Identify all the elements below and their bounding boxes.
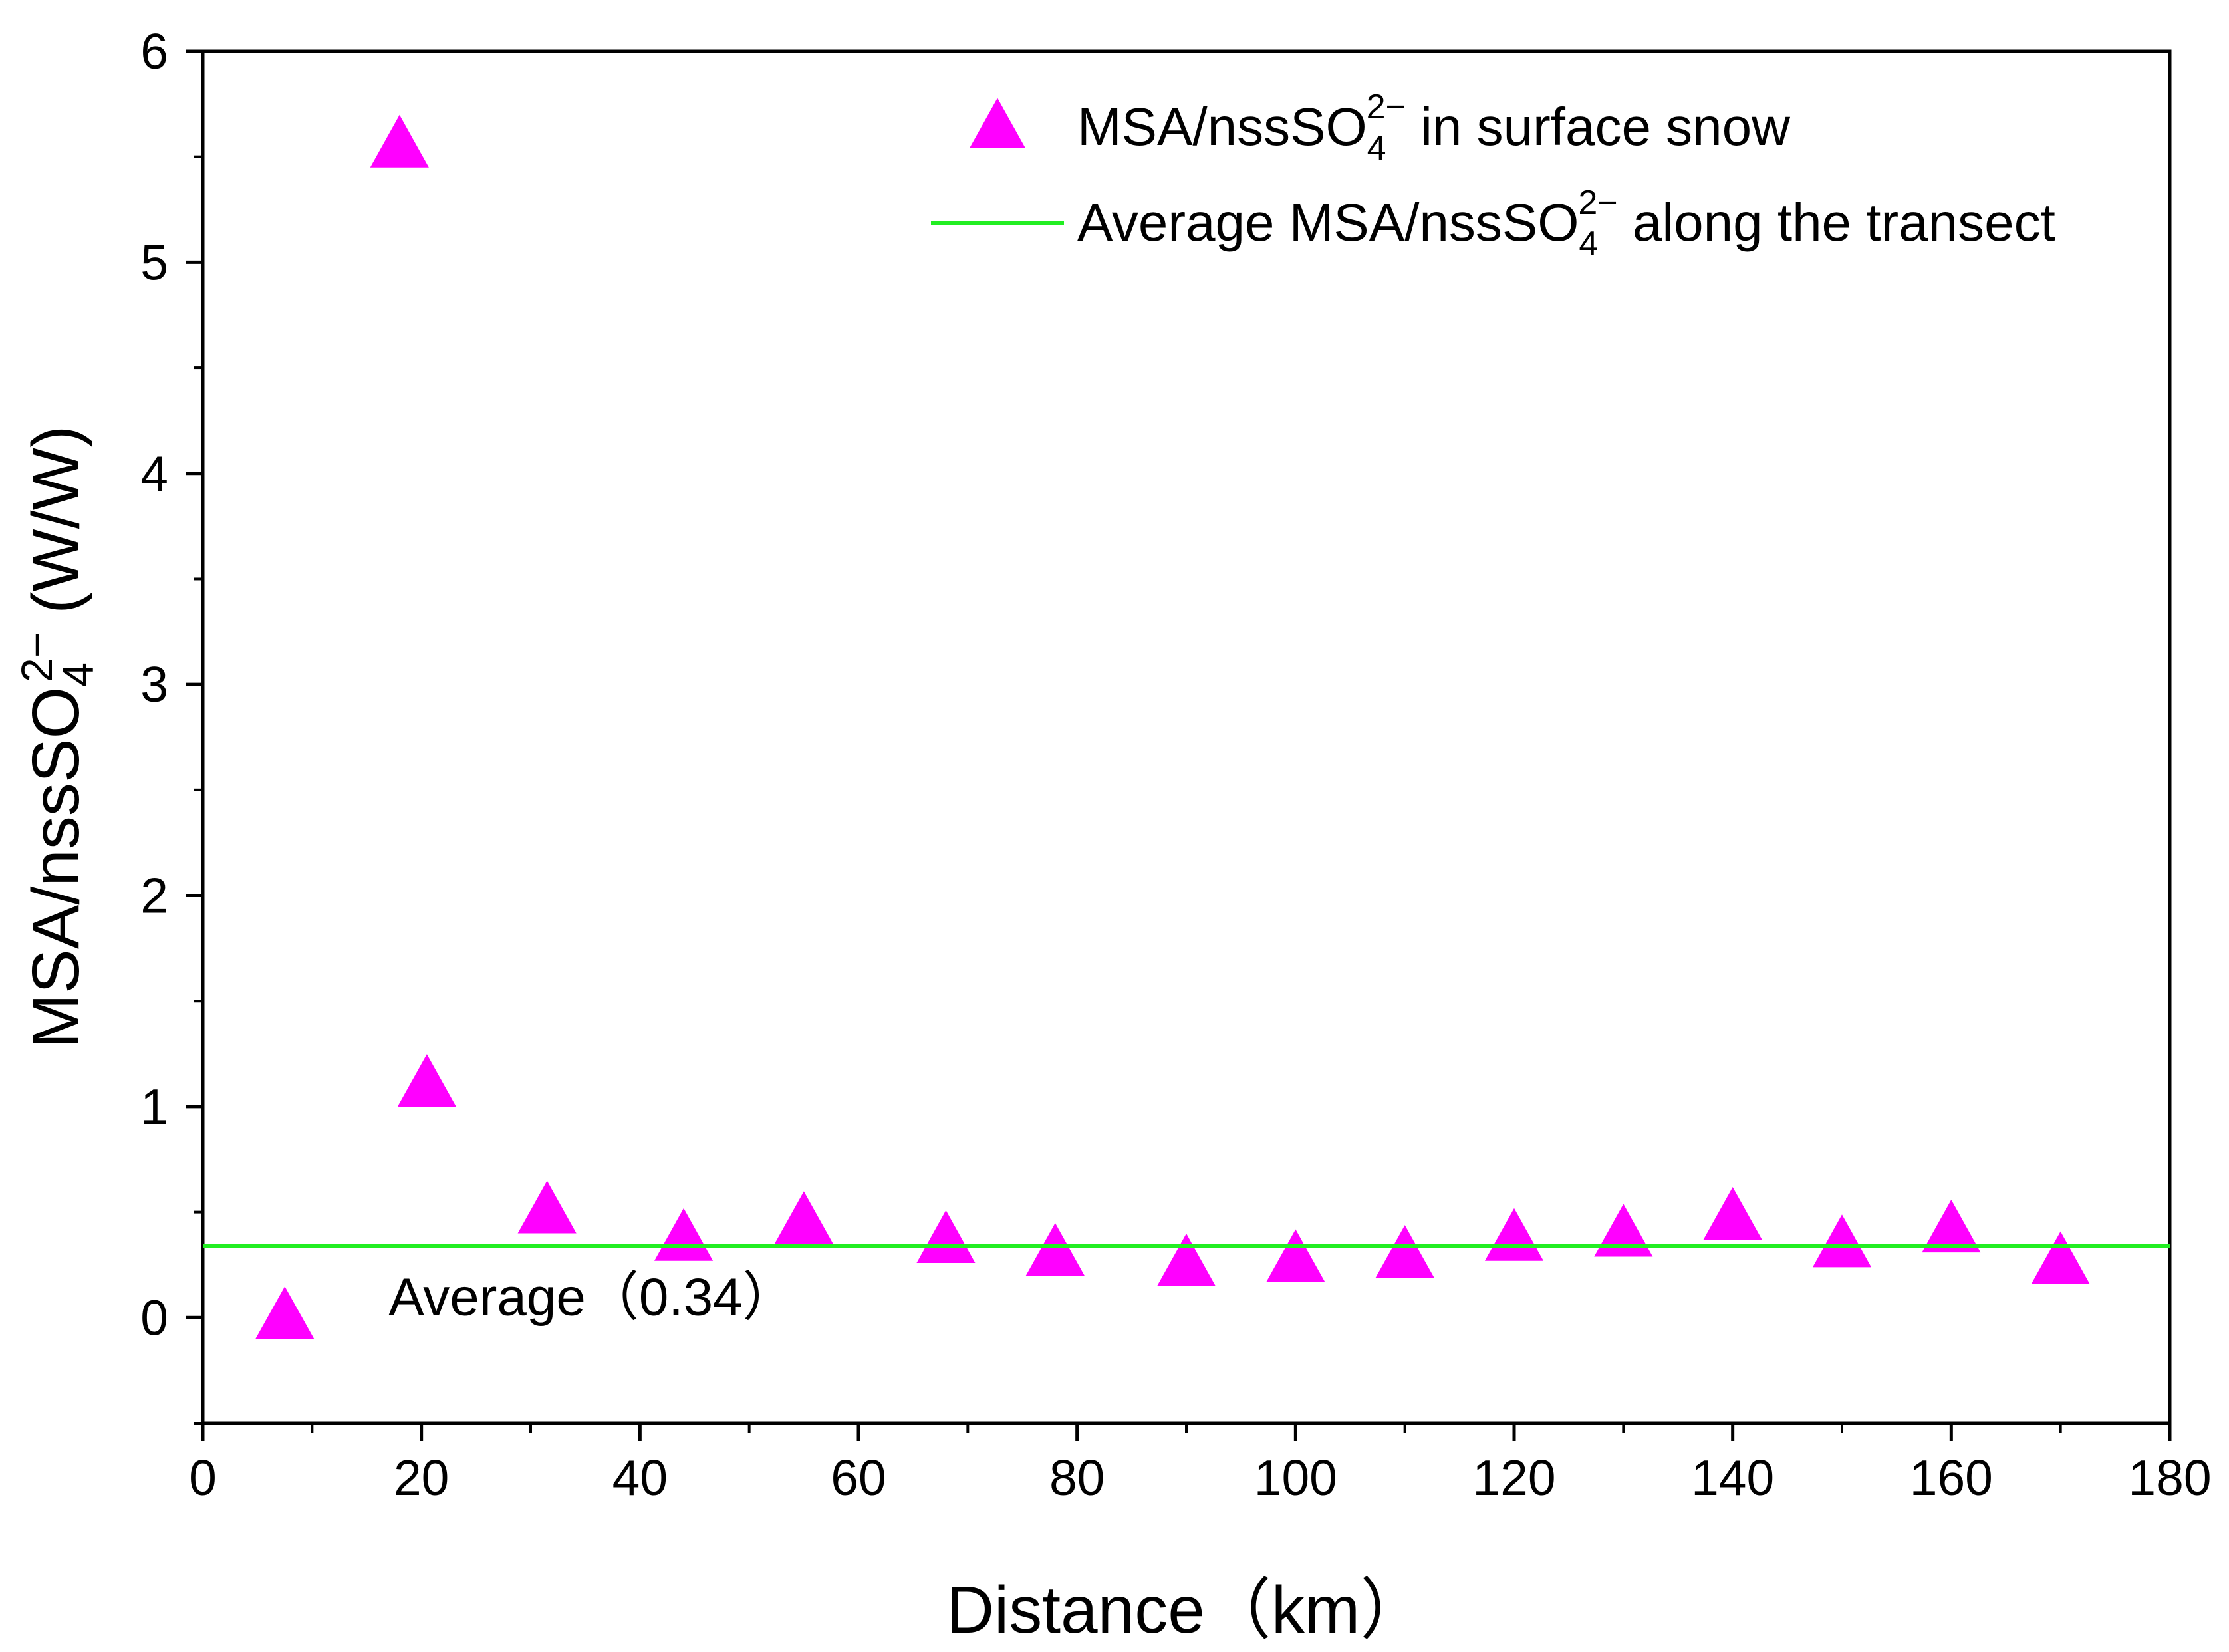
x-tick-label: 160 [1910, 1450, 1993, 1506]
data-point [1703, 1187, 1762, 1240]
data-point [1025, 1222, 1085, 1276]
x-tick-label: 140 [1691, 1450, 1774, 1506]
y-axis-title-group: MSA/nssSO42− (W/W) [12, 426, 102, 1049]
data-point [1156, 1233, 1216, 1286]
y-tick-label: 0 [140, 1290, 168, 1345]
x-axis-title: Distance（km） [946, 1573, 1426, 1647]
legend: MSA/nssSO42− in surface snow Average MSA/… [931, 88, 2055, 263]
legend-label-scatter: MSA/nssSO42− in surface snow [1077, 88, 1790, 168]
data-point [774, 1191, 833, 1244]
axes: 0 20 40 60 80 100 120 140 160 180 0 1 2 3 4 5 6 [140, 23, 2211, 1506]
x-tick-label: 80 [1049, 1450, 1105, 1506]
y-tick-label: 1 [140, 1079, 168, 1135]
x-tick-label: 100 [1254, 1450, 1337, 1506]
x-tick-label: 60 [831, 1450, 886, 1506]
data-point [1812, 1214, 1872, 1268]
average-annotation: Average（0.34） [388, 1268, 795, 1327]
axis-labels: Average（0.34） Distance（km） MSA/nssSO42− (W… [12, 426, 1426, 1647]
x-tick-label: 0 [189, 1450, 217, 1506]
y-tick-label: 5 [140, 234, 168, 290]
data-point [916, 1210, 976, 1263]
y-tick-label: 6 [140, 23, 168, 79]
data-point [1266, 1229, 1325, 1282]
data-point [397, 1054, 456, 1107]
data-point [1922, 1200, 1981, 1253]
x-tick-label: 40 [612, 1450, 668, 1506]
marks [203, 114, 2170, 1339]
x-tick-label: 180 [2128, 1450, 2211, 1506]
plot-frame [201, 49, 2172, 1425]
data-point [517, 1180, 577, 1234]
y-tick-label: 2 [140, 868, 168, 924]
x-tick-label: 120 [1472, 1450, 1555, 1506]
data-point [2031, 1231, 2090, 1284]
data-point [370, 114, 429, 168]
data-point [654, 1208, 714, 1261]
legend-label-line: Average MSA/nssSO42− along the transect [1077, 184, 2055, 263]
data-point [1375, 1225, 1434, 1278]
data-point [255, 1286, 315, 1339]
y-tick-label: 3 [140, 656, 168, 712]
data-point [1594, 1204, 1653, 1257]
legend-marker-triangle [970, 98, 1025, 148]
y-tick-label: 4 [140, 446, 168, 501]
y-axis-title: MSA/nssSO42− (W/W) [12, 426, 102, 1049]
x-tick-label: 20 [394, 1450, 449, 1506]
data-point [1484, 1208, 1544, 1261]
